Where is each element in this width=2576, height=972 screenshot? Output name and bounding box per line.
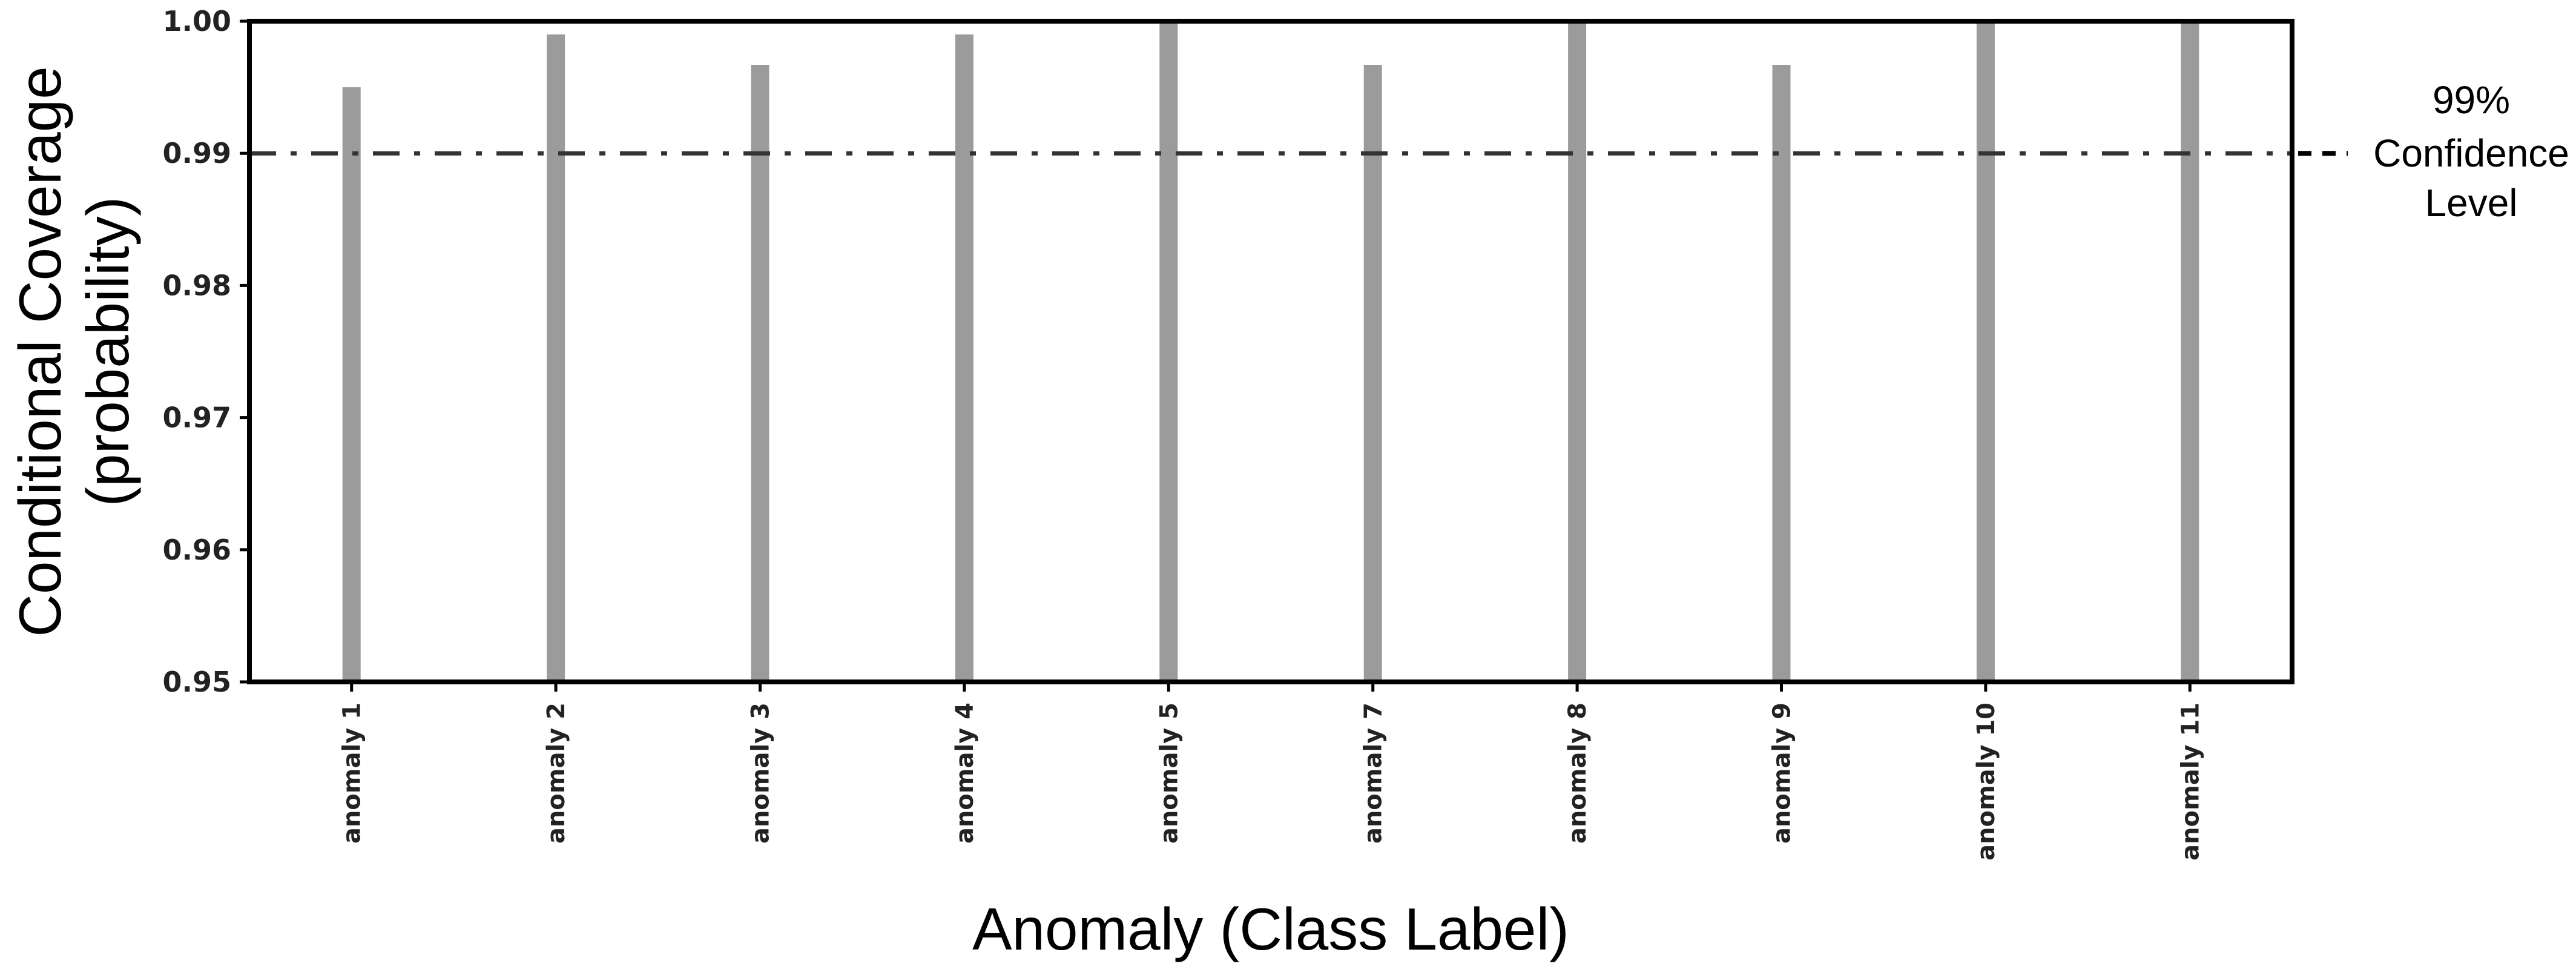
bar-5 [1159, 21, 1178, 682]
bar-2 [547, 34, 565, 683]
x-axis: anomaly 1 anomaly 2 anomaly 3 anomaly 4 anom… [338, 682, 2204, 861]
y-tick-label: 0.97 [163, 402, 232, 434]
x-tick-label: anomaly 4 [951, 703, 979, 844]
x-tick-label: anomaly 9 [1768, 703, 1796, 844]
bars-layer [342, 21, 2199, 683]
bar-9 [1976, 21, 1995, 682]
x-tick-label: anomaly 10 [1972, 703, 2000, 861]
legend: 99% Confidence Level [2298, 78, 2569, 225]
bar-4 [955, 34, 973, 683]
plot-frame [247, 19, 2294, 684]
y-tick-label: 0.98 [163, 269, 232, 302]
x-tick-label: anomaly 3 [747, 703, 775, 844]
y-tick-label: 0.96 [163, 534, 232, 566]
x-tick-label: anomaly 11 [2176, 703, 2204, 861]
x-tick-label: anomaly 8 [1564, 703, 1592, 844]
bar-3 [751, 65, 769, 683]
bar-8 [1772, 65, 1791, 683]
x-tick-label: anomaly 5 [1155, 703, 1183, 844]
legend-text-line-3: Level [2425, 181, 2518, 225]
legend-text-line-1: 99% [2433, 78, 2510, 122]
y-axis-title-line-1: Conditional Coverage [7, 66, 73, 636]
y-axis: 0.95 0.96 0.97 0.98 0.99 1.00 [163, 5, 249, 698]
y-tick-label: 0.95 [163, 666, 232, 698]
bar-10 [2181, 21, 2199, 682]
x-tick-label: anomaly 2 [542, 703, 570, 844]
x-tick-label: anomaly 1 [338, 703, 366, 844]
bar-1 [342, 87, 361, 683]
y-tick-label: 1.00 [163, 5, 232, 38]
legend-text-line-2: Confidence [2373, 131, 2569, 175]
y-axis-title-line-2: (probability) [74, 197, 141, 507]
bar-6 [1363, 65, 1382, 683]
bar-7 [1568, 21, 1587, 682]
x-axis-title: Anomaly (Class Label) [972, 896, 1569, 962]
x-tick-label: anomaly 7 [1360, 703, 1388, 844]
y-tick-label: 0.99 [163, 137, 232, 170]
